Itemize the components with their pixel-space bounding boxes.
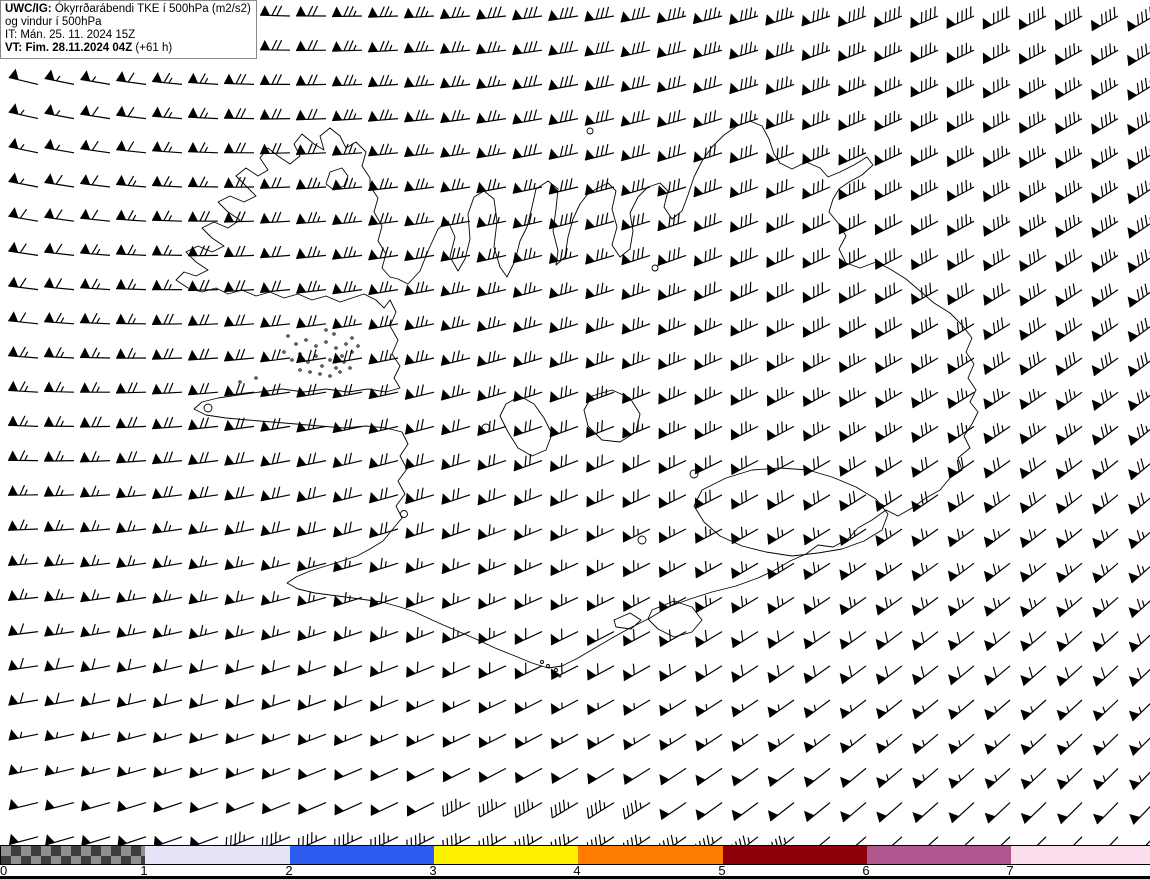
islet-dots xyxy=(203,127,699,678)
islet-dot xyxy=(637,535,647,545)
islet-dot xyxy=(304,338,308,342)
islet-dot xyxy=(308,370,312,374)
wind-barb-field xyxy=(7,0,1150,860)
islet-dot xyxy=(554,668,558,672)
islet-dot xyxy=(203,403,213,413)
model-label: UWC/IG: xyxy=(5,3,52,15)
islet-dot xyxy=(586,127,594,135)
islet-dot xyxy=(350,336,354,340)
islet-dot xyxy=(481,423,491,433)
islet-dot xyxy=(282,350,286,354)
colorbar-tick-0: 0 xyxy=(0,863,8,878)
islet-dot xyxy=(318,372,322,376)
glacier-outline xyxy=(583,389,641,443)
glacier-outline xyxy=(647,600,703,638)
islet-dot xyxy=(332,332,336,336)
colorbar-segment-0-1 xyxy=(1,846,145,864)
islet-dot xyxy=(334,366,338,370)
bottom-border xyxy=(0,876,1150,879)
islet-dot xyxy=(356,344,360,348)
islet-dot xyxy=(342,360,346,364)
islet-dot xyxy=(238,380,242,384)
valid-time-bold: VT: Fim. 28.11.2024 04Z xyxy=(5,42,133,54)
chart-title: UWC/IG: Ókyrrðarábendi TKE í 500hPa (m2/… xyxy=(5,3,251,16)
islet-dot xyxy=(689,469,699,479)
colorbar-tick-4: 4 xyxy=(573,863,581,878)
glacier-outline xyxy=(325,167,349,191)
islet-dot xyxy=(314,344,318,348)
glacier-outlines xyxy=(325,167,889,638)
islet-dot xyxy=(254,376,258,380)
colorbar-segment-2-3 xyxy=(290,846,434,864)
colorbar-segment-6-7 xyxy=(867,846,1011,864)
colorbar-segment-5-6 xyxy=(723,846,867,864)
islet-dot xyxy=(324,340,328,344)
init-time: IT: Mán. 25. 11. 2024 15Z xyxy=(5,29,136,41)
colorbar-segment-7-8 xyxy=(1011,846,1150,864)
chart-subtitle: og vindur í 500hPa xyxy=(5,16,102,28)
islet-dot xyxy=(400,510,408,518)
colorbar-segment-3-4 xyxy=(434,846,578,864)
islet-dot xyxy=(314,354,318,358)
iceland-coast-outline xyxy=(175,120,979,669)
colorbar-tick-6: 6 xyxy=(862,863,870,878)
islet-dot xyxy=(328,358,332,362)
islet-dot xyxy=(324,328,328,332)
islet-dot xyxy=(320,364,324,368)
glacier-outline xyxy=(613,612,642,630)
colorbar-tick-5: 5 xyxy=(718,863,726,878)
islet-dot xyxy=(348,366,352,370)
iceland-coastline xyxy=(175,120,979,678)
glacier-outline xyxy=(499,395,553,457)
colorbar-tick-1: 1 xyxy=(140,863,148,878)
barb-pennants xyxy=(8,0,1141,859)
islet-dot xyxy=(340,354,344,358)
islet-dot xyxy=(298,368,302,372)
islet-dot xyxy=(546,664,550,668)
colorbar-tick-3: 3 xyxy=(429,863,437,878)
title-box: UWC/IG: Ókyrrðarábendi TKE í 500hPa (m2/… xyxy=(0,0,257,59)
lead-hours: (+61 h) xyxy=(132,42,173,54)
islet-dot xyxy=(290,358,294,362)
islet-dot xyxy=(540,660,544,664)
islet-dot xyxy=(558,674,562,678)
colorbar-segment-1-2 xyxy=(145,846,290,864)
islet-dot xyxy=(651,264,659,272)
colorbar-segment-4-5 xyxy=(578,846,723,864)
colorbar-tick-7: 7 xyxy=(1006,863,1014,878)
glacier-outline xyxy=(693,467,889,557)
islet-dot xyxy=(298,352,302,356)
colorbar-legend xyxy=(0,845,1150,865)
islet-dot xyxy=(328,374,332,378)
parameter-label: Ókyrrðarábendi TKE í 500hPa (m2/s2) xyxy=(51,3,251,15)
islet-dot xyxy=(286,334,290,338)
colorbar-tick-labels: 0 1 2 3 4 5 6 7 xyxy=(0,863,1150,878)
islet-dot xyxy=(334,346,338,350)
islet-dot xyxy=(350,350,354,354)
barb-shafts xyxy=(7,3,1150,860)
islet-dot xyxy=(338,370,342,374)
islet-dot xyxy=(294,342,298,346)
islet-dot xyxy=(344,342,348,346)
colorbar-tick-2: 2 xyxy=(285,863,293,878)
islet-dot xyxy=(306,360,310,364)
valid-time: VT: Fim. 28.11.2024 04Z (+61 h) xyxy=(5,42,251,55)
